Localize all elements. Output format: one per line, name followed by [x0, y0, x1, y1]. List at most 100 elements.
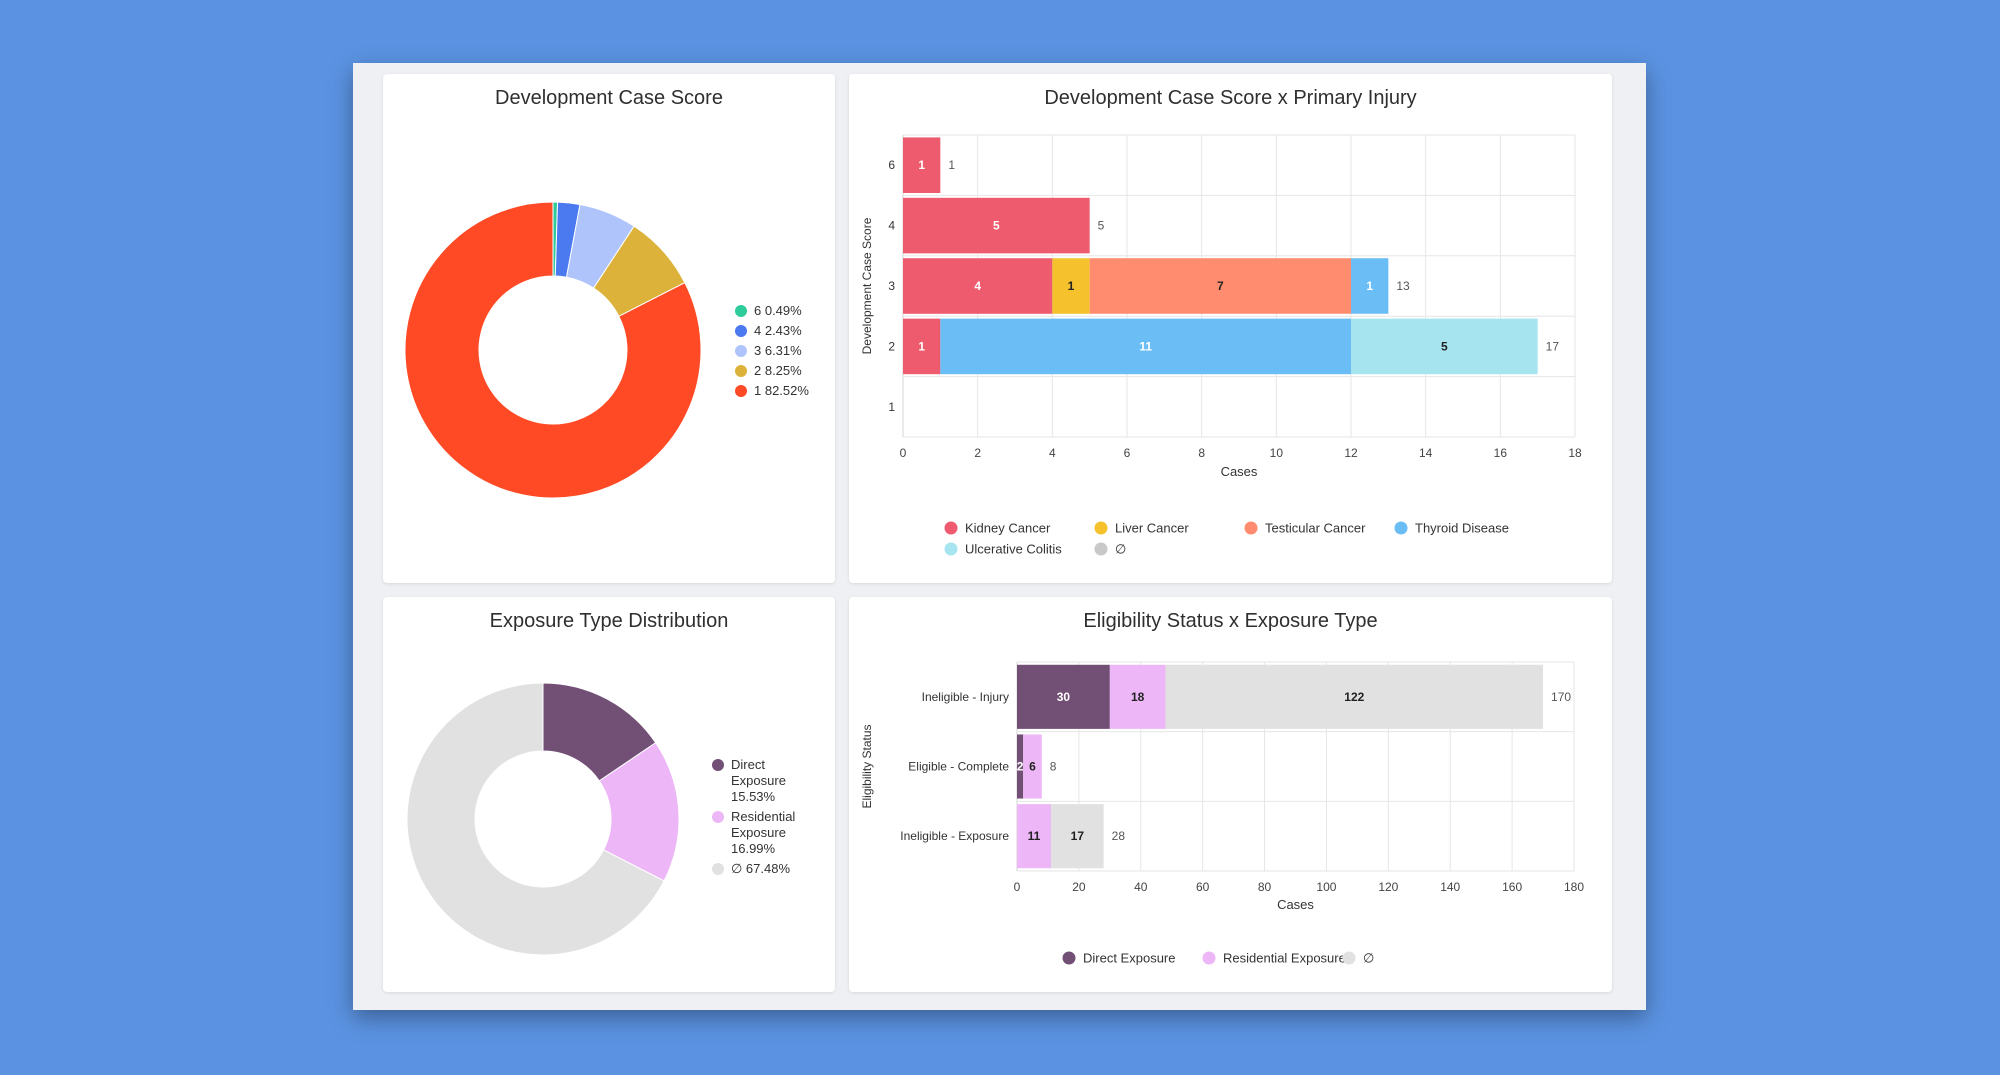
bar-liver-cancer [1052, 258, 1090, 314]
bar-data-label: 1 [1068, 279, 1075, 293]
x-tick-label: 160 [1502, 880, 1522, 894]
bar-data-label: 11 [1028, 829, 1041, 843]
legend-label-null: ∅ [1115, 542, 1126, 557]
bar-total-label: 1 [948, 158, 955, 172]
card-dev-score-donut: Development Case Score 6 0.49% 4 2.43% 3 6… [383, 74, 835, 583]
bar-total-label: 5 [1098, 219, 1105, 233]
legend-label-null: ∅ [1363, 951, 1374, 966]
legend-marker-2 [735, 365, 747, 377]
card-dev-score-injury: Development Case Score x Primary Injury … [849, 74, 1612, 583]
legend-label-ulcerative-colitis: Ulcerative Colitis [965, 542, 1062, 557]
legend-line: Exposure [731, 773, 786, 788]
bar-data-label: 5 [1441, 339, 1448, 353]
bar-null [1051, 804, 1104, 869]
bar-residential-exposure [1017, 804, 1052, 869]
bar-total-label: 28 [1112, 829, 1126, 843]
legend-marker-3 [735, 345, 747, 357]
bar-direct-exposure [1017, 664, 1110, 729]
legend-line: Exposure [731, 825, 786, 840]
legend-marker-direct-exposure [712, 759, 724, 771]
legend-marker-null [712, 863, 724, 875]
bar-data-label: 2 [1017, 760, 1024, 774]
bar-data-label: 17 [1071, 829, 1085, 843]
legend-label-1: 1 82.52% [754, 383, 809, 398]
x-tick-label: 20 [1072, 880, 1086, 894]
legend-line: 6 0.49% [754, 303, 802, 318]
bar-data-label: 1 [918, 339, 925, 353]
bar-direct-exposure [1017, 734, 1024, 799]
legend-label-kidney-cancer: Kidney Cancer [965, 521, 1051, 536]
legend-marker-ulcerative-colitis [944, 542, 958, 556]
x-tick-label: 60 [1196, 880, 1210, 894]
x-tick-label: 0 [1014, 880, 1021, 894]
x-tick-label: 120 [1378, 880, 1398, 894]
x-tick-label: 140 [1440, 880, 1460, 894]
y-tick-label: 1 [888, 400, 895, 414]
legend-marker-null [1094, 542, 1108, 556]
bar-kidney-cancer [903, 318, 941, 375]
legend-label-testicular-cancer: Testicular Cancer [1265, 521, 1366, 536]
x-tick-label: 2 [974, 446, 981, 460]
x-tick-label: 12 [1344, 446, 1358, 460]
pie-slice-null [406, 682, 665, 956]
legend-label-2: 2 8.25% [754, 363, 802, 378]
legend-label-3: 3 6.31% [754, 343, 802, 358]
bar-testicular-cancer [1089, 258, 1351, 314]
bar-data-label: 11 [1139, 339, 1152, 353]
bar-data-label: 5 [993, 219, 1000, 233]
bar-data-label: 4 [974, 279, 981, 293]
x-tick-label: 6 [1124, 446, 1131, 460]
x-axis-title: Cases [1277, 897, 1314, 912]
dashboard: Development Case Score 6 0.49% 4 2.43% 3 6… [353, 63, 1646, 1010]
x-tick-label: 10 [1270, 446, 1284, 460]
y-tick-label: Ineligible - Injury [922, 690, 1009, 704]
x-tick-label: 0 [900, 446, 907, 460]
legend-label-direct-exposure: Direct Exposure [1083, 951, 1175, 966]
legend-label-direct-exposure: Direct Exposure 15.53% [731, 757, 786, 804]
legend-line: 16.99% [731, 841, 776, 856]
card-eligibility: Eligibility Status x Exposure Type 0 20 40… [849, 597, 1612, 992]
chart-title: Development Case Score [495, 87, 723, 109]
legend-line: ∅ 67.48% [731, 861, 790, 876]
legend-marker-residential-exposure [712, 811, 724, 823]
bar-data-label: 122 [1344, 690, 1364, 704]
legend-line: 3 6.31% [754, 343, 802, 358]
bar-total-label: 8 [1050, 760, 1057, 774]
x-tick-label: 16 [1494, 446, 1508, 460]
y-tick-label: 3 [888, 279, 895, 293]
bar-kidney-cancer [903, 197, 1090, 254]
legend-line: 4 2.43% [754, 323, 802, 338]
chart-title: Eligibility Status x Exposure Type [1083, 610, 1378, 632]
y-axis-title: Development Case Score [860, 217, 874, 354]
x-tick-label: 40 [1134, 880, 1148, 894]
bar-data-label: 1 [1366, 279, 1373, 293]
x-tick-label: 180 [1564, 880, 1584, 894]
legend-label-6: 6 0.49% [754, 303, 802, 318]
exposure-donut-chart: Direct Exposure 15.53%Residential Exposure 1… [406, 682, 795, 956]
bar-data-label: 6 [1029, 760, 1036, 774]
eligibility-chart: 0 20 40 60 80 100 120 140 160 180 Cases Eligibility… [860, 661, 1584, 966]
card-exposure-donut: Exposure Type Distribution Direct Exposur… [383, 597, 835, 992]
x-tick-label: 4 [1049, 446, 1056, 460]
bar-thyroid-disease [940, 318, 1351, 375]
legend-line: Residential [731, 809, 795, 824]
legend-marker-liver-cancer [1094, 521, 1108, 535]
bar-total-label: 13 [1396, 279, 1410, 293]
bar-total-label: 17 [1546, 339, 1560, 353]
legend-marker-kidney-cancer [944, 521, 958, 535]
chart-title: Development Case Score x Primary Injury [1044, 87, 1417, 109]
y-tick-label: 4 [888, 219, 895, 233]
y-tick-label: Ineligible - Exposure [900, 829, 1009, 843]
x-tick-label: 18 [1568, 446, 1582, 460]
legend-marker-thyroid-disease [1394, 521, 1408, 535]
bar-total-label: 170 [1551, 690, 1571, 704]
legend-marker-4 [735, 325, 747, 337]
bar-data-label: 7 [1217, 279, 1224, 293]
bar-kidney-cancer [903, 258, 1053, 314]
y-axis-title: Eligibility Status [860, 724, 874, 808]
legend-marker-6 [735, 305, 747, 317]
dev-score-donut-chart: 6 0.49% 4 2.43% 3 6.31% 2 8.25% 1 82.52% [404, 201, 809, 499]
x-tick-label: 100 [1316, 880, 1336, 894]
legend-label-4: 4 2.43% [754, 323, 802, 338]
